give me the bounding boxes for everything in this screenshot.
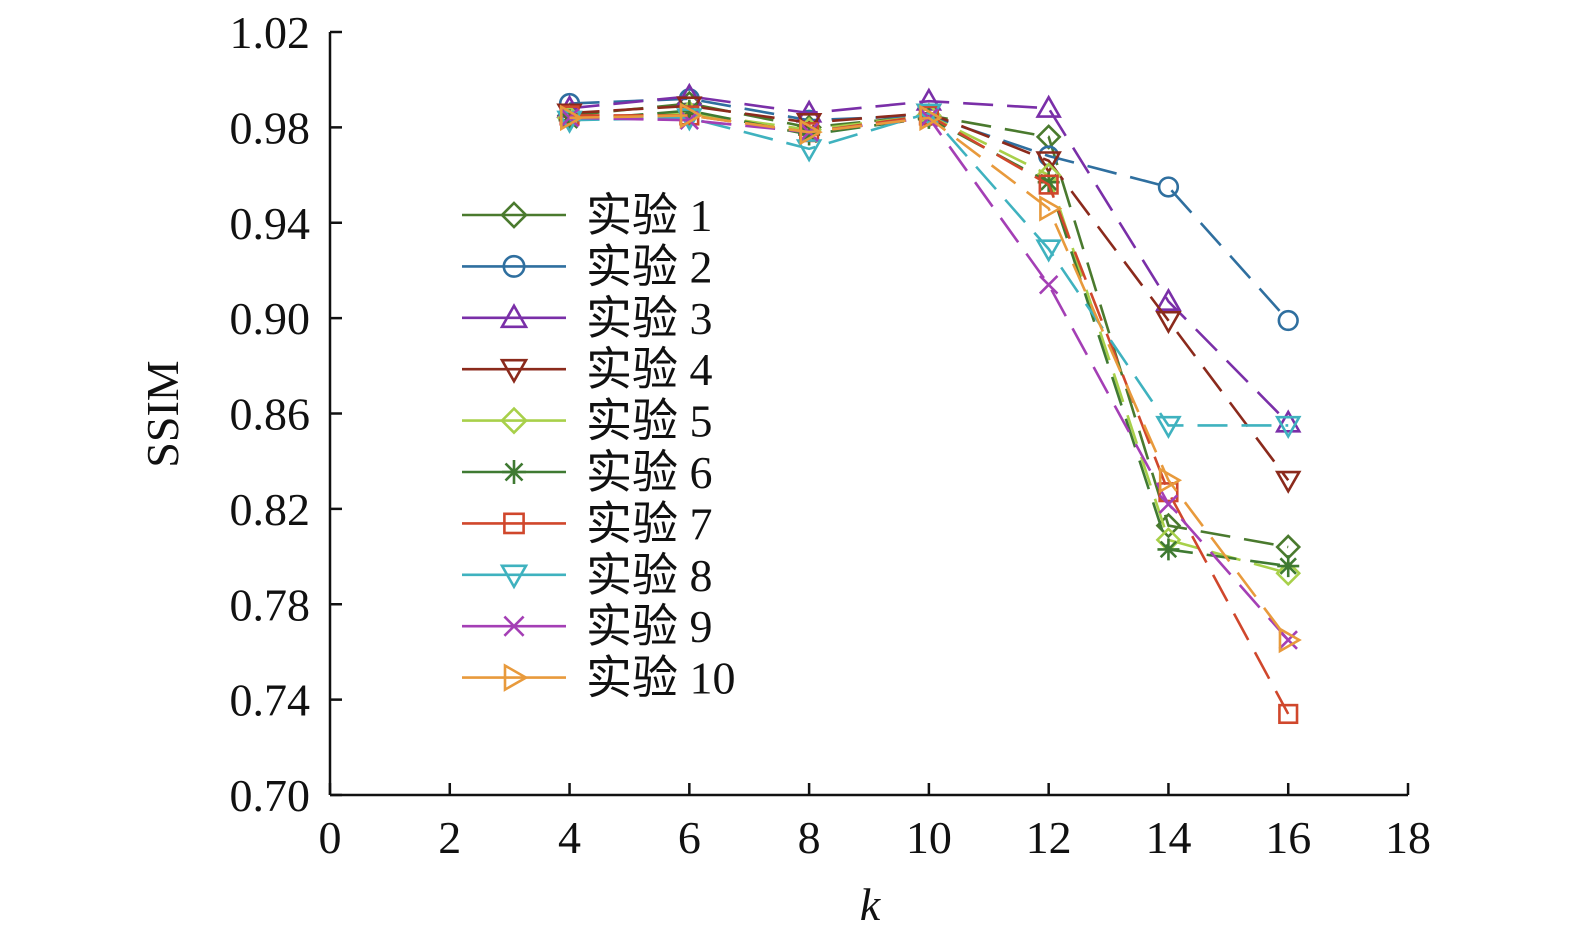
- x-tick-label: 10: [906, 812, 952, 863]
- legend-label: 实验 10: [586, 653, 736, 704]
- legend-label: 实验 3: [586, 293, 713, 344]
- marker-diamond: [1275, 560, 1302, 587]
- legend-label: 实验 2: [586, 241, 713, 292]
- marker-triangle-down: [499, 358, 529, 384]
- legend-label: 实验 9: [586, 601, 713, 652]
- marker-triangle-right: [503, 663, 529, 692]
- marker-star: [1157, 538, 1180, 561]
- marker-triangle-up: [1155, 287, 1182, 311]
- axes: [328, 32, 1408, 797]
- x-tick-label: 12: [1026, 812, 1072, 863]
- y-tick-label: 0.70: [230, 770, 311, 821]
- marker-square: [1278, 703, 1299, 725]
- x-axis-title: k: [860, 879, 882, 930]
- series-line: [569, 111, 1289, 427]
- legend-label: 实验 5: [586, 396, 713, 447]
- marker-star: [1037, 171, 1060, 194]
- marker-triangle-right: [1039, 195, 1063, 222]
- y-axis-title: SSIM: [137, 360, 188, 467]
- marker-diamond: [1155, 512, 1182, 539]
- legend-item: 实验 6: [462, 447, 713, 498]
- marker-triangle-down: [1155, 310, 1182, 335]
- x-ticks: 0 2 4 6 8 10 12 14 16 18: [319, 783, 1431, 863]
- marker-diamond: [500, 201, 528, 229]
- series-line: [569, 114, 1290, 715]
- marker-triangle-down: [1274, 470, 1302, 494]
- marker-star: [798, 123, 821, 146]
- y-tick-label: 0.86: [230, 389, 311, 440]
- legend-label: 实验 4: [586, 344, 713, 395]
- marker-star: [502, 460, 526, 484]
- legend: 实验 1实验 2实验 3实验 4实验 5实验 6实验 7实验 8实验 9实验 1…: [462, 190, 736, 704]
- marker-x: [1158, 494, 1179, 514]
- marker-triangle-up: [1274, 409, 1302, 433]
- x-tick-label: 4: [558, 812, 581, 863]
- y-tick-label: 0.78: [230, 579, 311, 630]
- series-line: [569, 95, 1290, 424]
- marker-square: [503, 512, 525, 535]
- marker-circle: [502, 254, 526, 278]
- y-tick-label: 1.02: [230, 7, 311, 58]
- legend-label: 实验 1: [586, 190, 713, 241]
- series-layer: [556, 82, 1302, 725]
- marker-x: [1038, 275, 1059, 295]
- legend-item: 实验 4: [462, 344, 713, 395]
- marker-triangle-down: [1035, 239, 1062, 263]
- legend-item: 实验 2: [462, 241, 713, 292]
- legend-label: 实验 8: [586, 550, 713, 601]
- x-tick-label: 14: [1145, 812, 1191, 863]
- y-tick-label: 0.90: [230, 293, 311, 344]
- marker-triangle-right: [799, 118, 823, 146]
- marker-triangle-down: [1035, 151, 1062, 175]
- marker-x: [1278, 630, 1298, 650]
- y-tick-label: 0.98: [230, 102, 311, 153]
- series-10: [560, 102, 1302, 654]
- legend-item: 实验 10: [462, 653, 736, 704]
- legend-item: 实验 8: [462, 550, 713, 601]
- y-tick-label: 0.74: [230, 675, 311, 726]
- series-line: [569, 114, 1290, 641]
- marker-triangle-down: [499, 564, 529, 590]
- x-tick-label: 8: [798, 812, 821, 863]
- marker-triangle-up: [499, 303, 529, 329]
- marker-square: [1038, 174, 1059, 195]
- marker-triangle-right: [560, 104, 584, 132]
- marker-star: [1277, 555, 1300, 578]
- legend-item: 实验 7: [462, 498, 713, 549]
- marker-triangle-down: [1274, 415, 1302, 440]
- y-tick-label: 0.94: [230, 198, 311, 249]
- marker-x: [503, 615, 525, 637]
- y-tick-label: 0.82: [230, 484, 311, 535]
- x-tick-label: 2: [438, 812, 461, 863]
- legend-item: 实验 3: [462, 293, 713, 344]
- marker-triangle-right: [1278, 626, 1302, 654]
- legend-label: 实验 7: [586, 498, 713, 549]
- marker-triangle-down: [795, 139, 823, 163]
- x-tick-label: 6: [678, 812, 701, 863]
- marker-triangle-right: [919, 104, 943, 132]
- x-tick-label: 16: [1265, 812, 1311, 863]
- marker-circle: [1277, 309, 1299, 332]
- marker-triangle-right: [679, 102, 703, 129]
- legend-label: 实验 6: [586, 447, 713, 498]
- x-tick-label: 18: [1385, 812, 1431, 863]
- legend-item: 实验 9: [462, 601, 713, 652]
- marker-triangle-down: [1155, 415, 1182, 440]
- marker-circle: [1157, 176, 1180, 198]
- marker-diamond: [500, 406, 528, 435]
- legend-item: 实验 5: [462, 396, 713, 447]
- x-tick-label: 0: [319, 812, 342, 863]
- y-ticks: 0.70 0.74 0.78 0.82 0.86 0.90 0.94 0.98 1.02: [230, 7, 342, 821]
- legend-item: 实验 1: [462, 190, 713, 241]
- marker-triangle-right: [1158, 467, 1183, 494]
- marker-triangle-up: [1035, 94, 1062, 118]
